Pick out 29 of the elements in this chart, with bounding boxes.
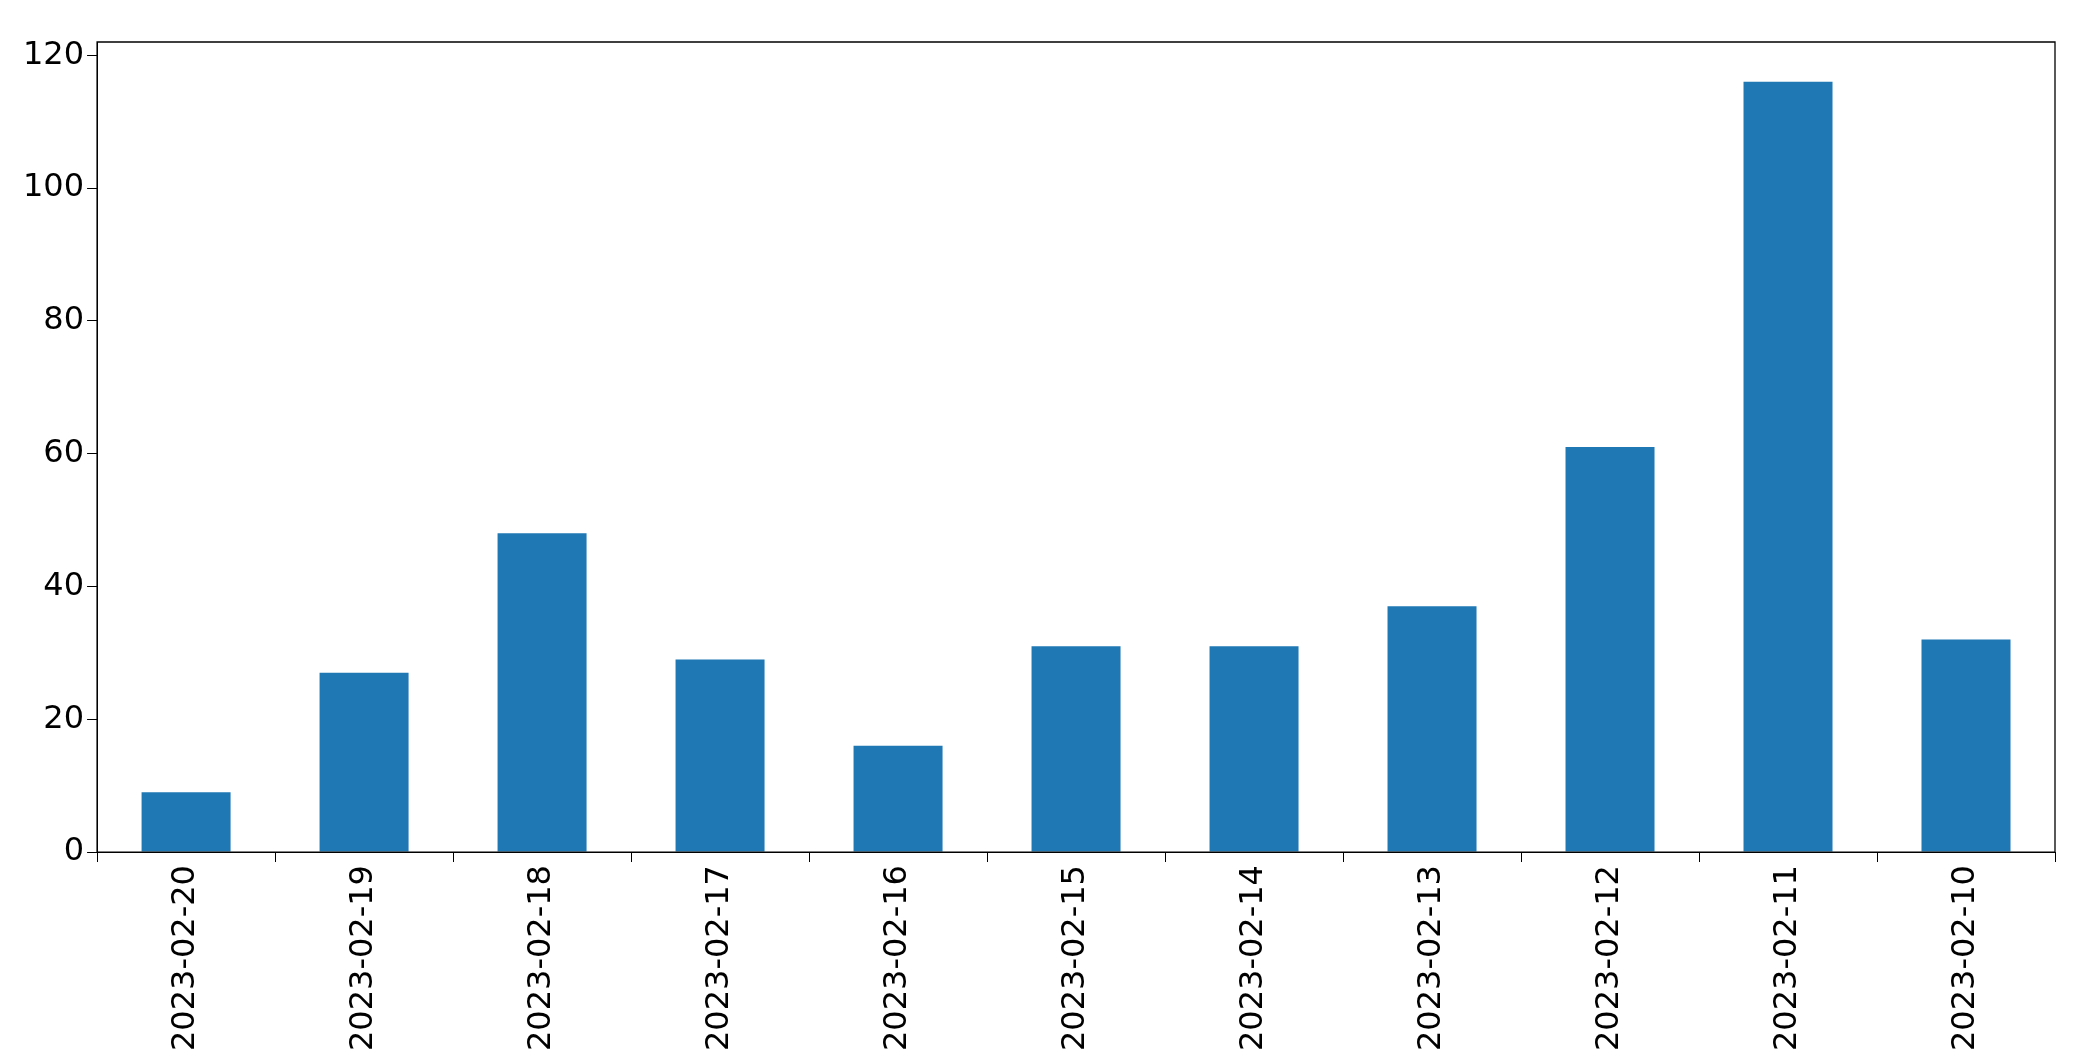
bar (1031, 646, 1121, 852)
x-tick-label: 2023-02-10 (1944, 865, 1983, 1051)
x-tick-label: 2023-02-17 (698, 865, 737, 1051)
y-tick-label: 0 (63, 830, 85, 869)
y-tick-label: 80 (43, 299, 85, 338)
y-tick-label: 20 (43, 697, 85, 736)
x-tick-label: 2023-02-15 (1054, 865, 1093, 1051)
x-tick-label: 2023-02-18 (520, 865, 559, 1051)
bar (141, 792, 231, 852)
x-tick-label: 2023-02-12 (1588, 865, 1627, 1051)
bar (497, 533, 587, 852)
bar (1387, 606, 1477, 852)
bar (853, 745, 943, 852)
y-tick-label: 40 (43, 564, 85, 603)
x-tick-label: 2023-02-20 (164, 865, 203, 1051)
bar (1565, 447, 1655, 852)
x-tick-label: 2023-02-14 (1232, 865, 1271, 1051)
y-tick-label: 120 (23, 33, 85, 72)
bar (319, 672, 409, 852)
x-tick-label: 2023-02-19 (342, 865, 381, 1051)
bar (675, 659, 765, 852)
x-tick-label: 2023-02-16 (876, 865, 915, 1051)
bar (1743, 81, 1833, 852)
y-tick-label: 60 (43, 431, 85, 470)
y-tick-label: 100 (23, 166, 85, 205)
bar (1209, 646, 1299, 852)
x-tick-label: 2023-02-11 (1766, 865, 1805, 1051)
bar (1921, 639, 2011, 852)
x-tick-label: 2023-02-13 (1410, 865, 1449, 1051)
